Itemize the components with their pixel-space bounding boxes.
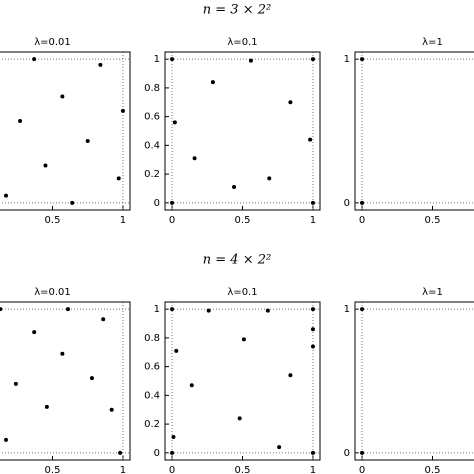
point (308, 137, 313, 142)
axes-frame (354, 301, 474, 461)
point (277, 445, 282, 450)
point (18, 118, 23, 123)
point (170, 450, 175, 455)
y-tick-label: 0.6 (144, 112, 160, 123)
point (32, 57, 37, 62)
y-tick-label: 0.6 (144, 362, 160, 373)
point (60, 94, 65, 99)
y-tick-label: 0.8 (144, 333, 160, 344)
point (360, 200, 365, 205)
point (210, 80, 215, 85)
point (172, 120, 177, 125)
axes-frame (164, 51, 321, 211)
point (170, 57, 175, 62)
point (265, 308, 270, 313)
y-tick-label: 0.2 (144, 419, 160, 430)
point (310, 57, 315, 62)
panel-title: λ=0.01 (34, 37, 71, 48)
point (189, 383, 194, 388)
point (241, 337, 246, 342)
row-heading: n = 3 × 2² (203, 3, 271, 18)
point (101, 317, 106, 322)
point (288, 373, 293, 378)
y-tick-label: 0 (344, 198, 350, 209)
point (66, 307, 70, 312)
point (174, 348, 179, 353)
point (237, 416, 242, 421)
x-tick-label: 0 (169, 215, 175, 226)
point (116, 176, 121, 181)
point (310, 307, 315, 312)
point (85, 139, 90, 144)
y-tick-label: 1 (344, 304, 350, 315)
point (171, 435, 176, 440)
point (310, 450, 315, 455)
y-tick-label: 1 (154, 304, 160, 315)
point (360, 307, 365, 312)
y-tick-label: 0.4 (144, 140, 160, 151)
x-tick-label: 0.5 (425, 465, 441, 474)
x-tick-label: 0 (169, 465, 175, 474)
point (288, 100, 293, 105)
point (4, 193, 8, 198)
point (232, 185, 237, 190)
point (44, 404, 49, 409)
point (310, 327, 315, 332)
axes-frame (354, 51, 474, 211)
point (267, 176, 272, 181)
axes-frame (0, 301, 131, 461)
panel-title: λ=0.1 (227, 287, 257, 298)
point (170, 200, 175, 205)
x-tick-label: 0.5 (235, 215, 251, 226)
y-tick-label: 1 (154, 54, 160, 65)
point (310, 200, 315, 205)
point (360, 450, 365, 455)
point (32, 330, 37, 335)
point (98, 62, 103, 67)
axes-frame (0, 51, 131, 211)
panel-title: λ=1 (422, 287, 443, 298)
axes-frame (164, 301, 321, 461)
point (4, 437, 8, 442)
point (248, 58, 253, 63)
x-tick-label: 0.5 (425, 215, 441, 226)
y-tick-label: 0 (344, 448, 350, 459)
y-tick-label: 1 (344, 54, 350, 65)
point (60, 351, 65, 356)
x-tick-label: 0.5 (45, 465, 61, 474)
panel-title: λ=0.1 (227, 37, 257, 48)
point (310, 344, 315, 349)
x-tick-label: 1 (310, 215, 316, 226)
y-tick-label: 0.4 (144, 390, 160, 401)
point (360, 57, 365, 62)
y-tick-label: 0.8 (144, 83, 160, 94)
x-tick-label: 0 (359, 465, 365, 474)
point (0, 307, 3, 312)
x-tick-label: 1 (120, 465, 126, 474)
point (13, 381, 18, 386)
point (120, 108, 125, 113)
panel-title: λ=0.01 (34, 287, 71, 298)
y-tick-label: 0 (154, 448, 160, 459)
x-tick-label: 0 (359, 215, 365, 226)
y-tick-label: 0 (154, 198, 160, 209)
point (206, 308, 211, 313)
row-heading: n = 4 × 2² (203, 253, 271, 268)
point (109, 407, 114, 412)
point (192, 156, 197, 161)
panel-title: λ=1 (422, 37, 443, 48)
x-tick-label: 1 (120, 215, 126, 226)
x-tick-label: 0.5 (45, 215, 61, 226)
point (118, 450, 123, 455)
y-tick-label: 0.2 (144, 169, 160, 180)
x-tick-label: 1 (310, 465, 316, 474)
point (43, 163, 48, 168)
point (70, 200, 75, 205)
x-tick-label: 0.5 (235, 465, 251, 474)
point (170, 307, 175, 312)
point (89, 376, 94, 381)
